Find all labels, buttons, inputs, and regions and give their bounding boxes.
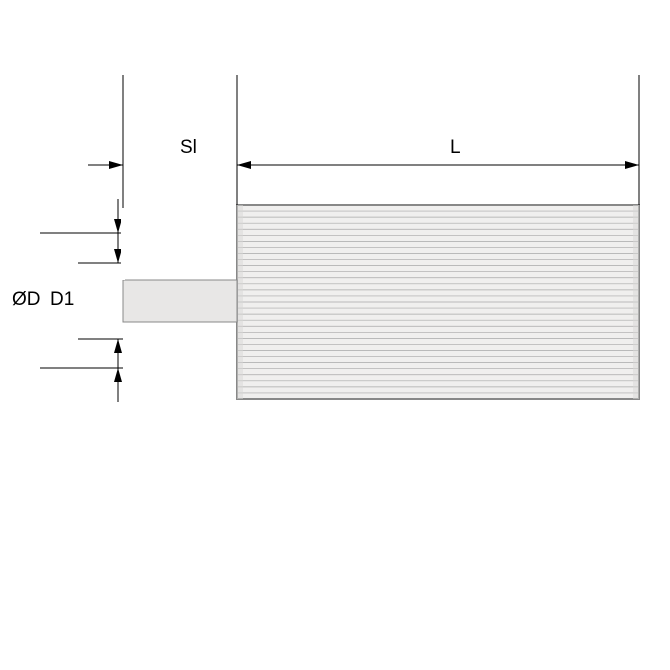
label-sl: Sl bbox=[180, 137, 197, 159]
label-d: ØD bbox=[12, 289, 41, 311]
label-d1: D1 bbox=[50, 289, 74, 311]
diagram-canvas bbox=[0, 0, 670, 670]
label-l: L bbox=[450, 137, 461, 159]
